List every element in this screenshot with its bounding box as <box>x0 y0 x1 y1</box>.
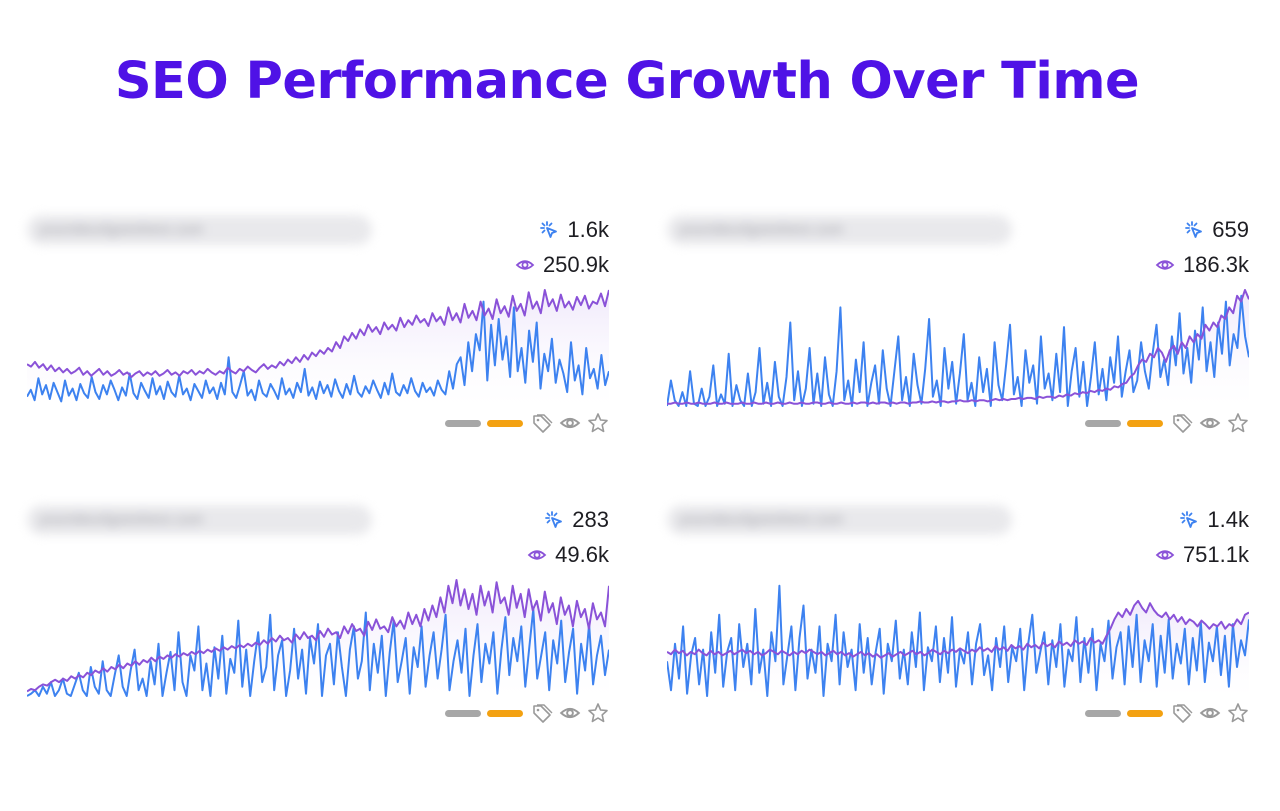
site-url[interactable]: yoursiteurlgoeshere.com <box>27 215 372 245</box>
site-url[interactable]: yoursiteurlgoeshere.com <box>27 505 372 535</box>
site-card[interactable]: yoursiteurlgoeshere.com 659 186.3k <box>667 212 1249 442</box>
impressions-value: 186.3k <box>1182 252 1249 277</box>
impressions-stat: 186.3k <box>1155 252 1249 278</box>
card-toolbar <box>445 702 609 724</box>
impressions-value: 250.9k <box>542 252 609 277</box>
eye-icon <box>527 550 547 560</box>
cursor-click-icon <box>540 221 558 238</box>
page-title: SEO Performance Growth Over Time <box>114 52 1140 111</box>
status-pill-orange[interactable] <box>1127 419 1163 427</box>
star-icon[interactable] <box>587 412 609 434</box>
site-url[interactable]: yoursiteurlgoeshere.com <box>667 215 1012 245</box>
status-pill-orange[interactable] <box>1127 709 1163 717</box>
impressions-line <box>667 289 1249 405</box>
clicks-stat: 283 <box>544 507 609 533</box>
star-icon[interactable] <box>1227 412 1249 434</box>
clicks-stat: 659 <box>1184 217 1249 243</box>
eye-icon <box>515 260 535 270</box>
performance-chart <box>667 584 1249 697</box>
impressions-line <box>27 579 609 693</box>
cursor-click-icon <box>1185 221 1203 238</box>
performance-chart <box>667 289 1249 407</box>
clicks-line <box>667 294 1249 407</box>
impressions-value: 49.6k <box>555 542 609 567</box>
card-toolbar <box>1085 702 1249 724</box>
cursor-click-icon <box>1180 511 1198 528</box>
site-card[interactable]: yoursiteurlgoeshere.com 1.4k 751.1k <box>667 502 1249 732</box>
impressions-stat: 49.6k <box>527 542 609 568</box>
impressions-area <box>667 290 1249 406</box>
status-pill-orange[interactable] <box>487 709 523 717</box>
clicks-value: 659 <box>1212 217 1249 242</box>
eye-icon[interactable] <box>559 412 581 434</box>
eye-icon[interactable] <box>1199 702 1221 724</box>
site-url[interactable]: yoursiteurlgoeshere.com <box>667 505 1012 535</box>
status-pill-gray[interactable] <box>445 709 481 717</box>
tag-icon[interactable] <box>531 412 553 434</box>
status-pill-gray[interactable] <box>1085 419 1121 427</box>
clicks-line <box>27 608 609 697</box>
impressions-line <box>27 289 609 378</box>
clicks-stat: 1.4k <box>1179 507 1249 533</box>
clicks-value: 283 <box>572 507 609 532</box>
card-toolbar <box>1085 412 1249 434</box>
tag-icon[interactable] <box>1171 412 1193 434</box>
eye-icon[interactable] <box>559 702 581 724</box>
eye-icon <box>1155 550 1175 560</box>
eye-icon[interactable] <box>1199 412 1221 434</box>
impressions-stat: 751.1k <box>1155 542 1249 568</box>
star-icon[interactable] <box>1227 702 1249 724</box>
clicks-value: 1.4k <box>1207 507 1249 532</box>
clicks-value: 1.6k <box>567 217 609 242</box>
impressions-area <box>667 600 1249 696</box>
star-icon[interactable] <box>587 702 609 724</box>
impressions-line <box>667 599 1249 659</box>
tag-icon[interactable] <box>1171 702 1193 724</box>
status-pill-gray[interactable] <box>1085 709 1121 717</box>
eye-icon <box>1155 260 1175 270</box>
clicks-stat: 1.6k <box>539 217 609 243</box>
impressions-value: 751.1k <box>1182 542 1249 567</box>
performance-chart <box>27 289 609 406</box>
tag-icon[interactable] <box>531 702 553 724</box>
impressions-stat: 250.9k <box>515 252 609 278</box>
status-pill-gray[interactable] <box>445 419 481 427</box>
card-toolbar <box>445 412 609 434</box>
site-card[interactable]: yoursiteurlgoeshere.com 283 49.6k <box>27 502 609 732</box>
performance-chart <box>27 579 609 697</box>
status-pill-orange[interactable] <box>487 419 523 427</box>
cursor-click-icon <box>545 511 563 528</box>
site-card[interactable]: yoursiteurlgoeshere.com 1.6k 250.9k <box>27 212 609 442</box>
clicks-line <box>27 300 609 403</box>
clicks-line <box>667 584 1249 697</box>
